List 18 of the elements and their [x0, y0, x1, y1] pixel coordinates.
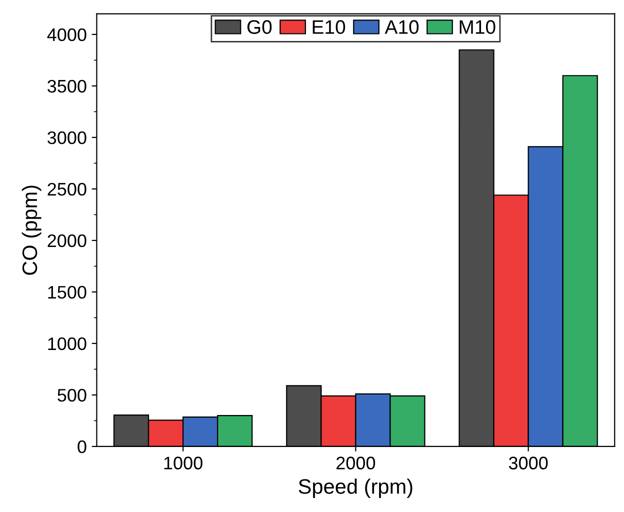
- y-tick-label: 500: [58, 388, 86, 402]
- y-tick-label: 1000: [48, 337, 86, 350]
- x-tick-label: 2000: [336, 456, 376, 470]
- y-tick-label: 4000: [47, 28, 86, 42]
- y-axis-title: CO (ppm): [22, 186, 42, 275]
- y-tick-label: 3500: [48, 80, 86, 93]
- y-tick-label: 3000: [48, 131, 86, 144]
- y-tick-label: 2500: [48, 182, 86, 196]
- legend-label: E10: [312, 20, 346, 34]
- legend-label: M10: [460, 20, 496, 34]
- y-tick-label: 2000: [48, 234, 86, 248]
- legend-label: G0: [247, 20, 272, 34]
- y-tick-label: 0: [78, 440, 86, 454]
- legend-label: A10: [384, 20, 419, 34]
- y-tick-label: 1500: [48, 286, 86, 299]
- x-tick-label: 1000: [164, 456, 202, 470]
- x-axis-title: Speed (rpm): [298, 478, 412, 498]
- x-tick-label: 3000: [508, 456, 548, 470]
